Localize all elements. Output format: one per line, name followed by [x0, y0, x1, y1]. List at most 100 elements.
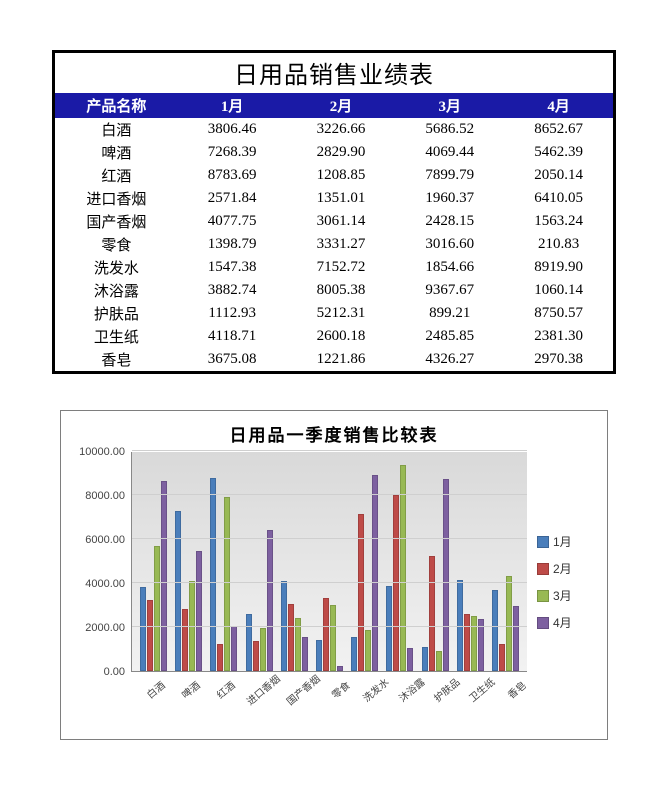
bar	[429, 556, 435, 671]
bar	[253, 641, 259, 671]
bar-group	[136, 481, 171, 671]
bar	[386, 586, 392, 671]
bar-group	[242, 530, 277, 671]
cell-value: 3806.46	[178, 118, 287, 141]
cell-product: 零食	[55, 233, 178, 256]
bar	[147, 600, 153, 671]
cell-value: 3331.27	[287, 233, 396, 256]
bar	[161, 481, 167, 671]
cell-value: 1208.85	[287, 164, 396, 187]
cell-value: 8652.67	[504, 118, 613, 141]
bar	[506, 576, 512, 671]
cell-value: 2571.84	[178, 187, 287, 210]
cell-product: 香皂	[55, 348, 178, 371]
bar	[217, 644, 223, 671]
y-tick-label: 10000.00	[79, 446, 125, 458]
cell-value: 5462.39	[504, 141, 613, 164]
cell-value: 2485.85	[395, 325, 504, 348]
bar	[351, 637, 357, 671]
cell-value: 1563.24	[504, 210, 613, 233]
cell-value: 6410.05	[504, 187, 613, 210]
cell-value: 1854.66	[395, 256, 504, 279]
col-month-1: 1月	[178, 93, 287, 118]
page: 日用品销售业绩表 产品名称1月2月3月4月 白酒3806.463226.6656…	[0, 0, 668, 780]
y-tick-label: 4000.00	[85, 578, 125, 590]
gridline	[132, 450, 527, 451]
cell-product: 洗发水	[55, 256, 178, 279]
gridline	[132, 494, 527, 495]
cell-value: 1398.79	[178, 233, 287, 256]
table-row: 红酒8783.691208.857899.792050.14	[55, 164, 613, 187]
cell-value: 7268.39	[178, 141, 287, 164]
cell-value: 2381.30	[504, 325, 613, 348]
table-row: 护肤品1112.935212.31899.218750.57	[55, 302, 613, 325]
table-row: 啤酒7268.392829.904069.445462.39	[55, 141, 613, 164]
bar	[196, 551, 202, 671]
col-product-name: 产品名称	[55, 93, 178, 118]
legend-swatch	[537, 563, 549, 575]
bar-group	[171, 511, 206, 671]
bar	[288, 604, 294, 671]
cell-value: 1351.01	[287, 187, 396, 210]
cell-value: 3016.60	[395, 233, 504, 256]
gridline	[132, 582, 527, 583]
cell-value: 4077.75	[178, 210, 287, 233]
y-tick-label: 6000.00	[85, 534, 125, 546]
cell-value: 2970.38	[504, 348, 613, 371]
bar	[400, 465, 406, 671]
cell-value: 2829.90	[287, 141, 396, 164]
bar	[499, 644, 505, 671]
table-row: 沐浴露3882.748005.389367.671060.14	[55, 279, 613, 302]
x-axis: 白酒啤酒红酒进口香烟国产香烟零食洗发水沐浴露护肤品卫生纸香皂	[131, 672, 527, 712]
y-tick-label: 0.00	[104, 666, 125, 678]
col-month-3: 3月	[395, 93, 504, 118]
legend-label: 2月	[553, 560, 572, 577]
cell-value: 2428.15	[395, 210, 504, 233]
bar	[407, 648, 413, 671]
cell-value: 1112.93	[178, 302, 287, 325]
cell-value: 3882.74	[178, 279, 287, 302]
cell-value: 8005.38	[287, 279, 396, 302]
cell-value: 1547.38	[178, 256, 287, 279]
bar	[154, 546, 160, 671]
bar	[330, 605, 336, 671]
cell-value: 1960.37	[395, 187, 504, 210]
legend-item: 3月	[537, 587, 597, 604]
bar	[323, 598, 329, 671]
legend-label: 4月	[553, 614, 572, 631]
bar-group	[206, 478, 241, 671]
cell-value: 2600.18	[287, 325, 396, 348]
legend-label: 1月	[553, 533, 572, 550]
y-tick-label: 2000.00	[85, 622, 125, 634]
y-axis: 0.002000.004000.006000.008000.0010000.00	[71, 452, 131, 712]
bar	[464, 614, 470, 671]
cell-value: 210.83	[504, 233, 613, 256]
cell-value: 2050.14	[504, 164, 613, 187]
bar-group	[382, 465, 417, 671]
legend-item: 2月	[537, 560, 597, 577]
bar-group	[347, 475, 382, 671]
table-row: 零食1398.793331.273016.60210.83	[55, 233, 613, 256]
plot-wrap: 白酒啤酒红酒进口香烟国产香烟零食洗发水沐浴露护肤品卫生纸香皂	[131, 452, 527, 712]
chart-body: 0.002000.004000.006000.008000.0010000.00…	[71, 452, 597, 712]
col-month-4: 4月	[504, 93, 613, 118]
legend-item: 1月	[537, 533, 597, 550]
cell-value: 5686.52	[395, 118, 504, 141]
cell-value: 3675.08	[178, 348, 287, 371]
bar	[436, 651, 442, 671]
col-month-2: 2月	[287, 93, 396, 118]
table-row: 进口香烟2571.841351.011960.376410.05	[55, 187, 613, 210]
bar-group	[418, 479, 453, 672]
cell-product: 啤酒	[55, 141, 178, 164]
cell-product: 白酒	[55, 118, 178, 141]
sales-table-container: 日用品销售业绩表 产品名称1月2月3月4月 白酒3806.463226.6656…	[52, 50, 616, 374]
y-tick-label: 8000.00	[85, 490, 125, 502]
bar	[372, 475, 378, 671]
table-row: 洗发水1547.387152.721854.668919.90	[55, 256, 613, 279]
table-row: 卫生纸4118.712600.182485.852381.30	[55, 325, 613, 348]
bar	[140, 587, 146, 671]
cell-value: 9367.67	[395, 279, 504, 302]
cell-value: 4326.27	[395, 348, 504, 371]
cell-value: 8919.90	[504, 256, 613, 279]
cell-value: 8750.57	[504, 302, 613, 325]
